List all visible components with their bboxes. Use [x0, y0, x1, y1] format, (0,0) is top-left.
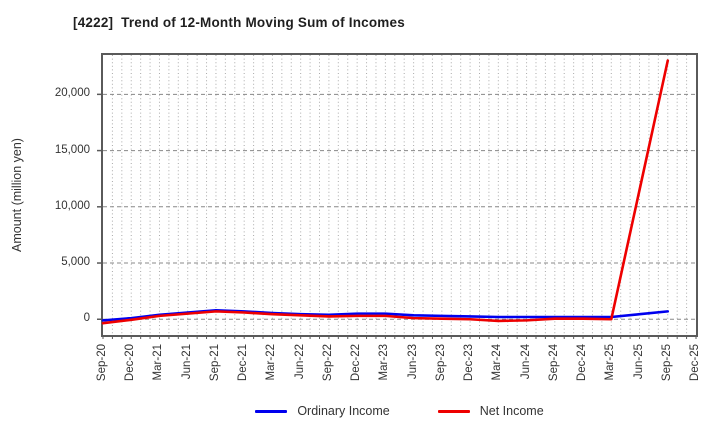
x-tick-label: Mar-21 — [152, 344, 165, 381]
legend-item-ordinary-income: Ordinary Income — [255, 404, 390, 418]
legend-swatch — [437, 409, 470, 413]
x-tick-label: Dec-23 — [463, 344, 476, 382]
x-tick-label: Jun-23 — [406, 344, 419, 380]
x-tick-label: Mar-22 — [265, 344, 278, 381]
net-income-line — [101, 59, 670, 325]
chart-canvas — [97, 55, 697, 339]
chart-title: [4222] Trend of 12-Month Moving Sum of I… — [73, 15, 405, 30]
x-tick-label: Jun-22 — [293, 344, 306, 380]
x-tick-label: Sep-20 — [96, 344, 108, 382]
x-tick-label: Sep-22 — [321, 344, 334, 382]
y-tick-label: 10,000 — [54, 199, 90, 212]
x-tick-label: Sep-21 — [208, 344, 221, 382]
legend: Ordinary Income Net Income — [101, 404, 698, 418]
y-tick-label: 5,000 — [61, 256, 90, 269]
x-tick-label: Dec-20 — [124, 344, 137, 382]
x-tick-label: Mar-23 — [378, 344, 391, 381]
x-tick-label: Sep-24 — [547, 344, 560, 382]
legend-item-net-income: Net Income — [437, 404, 544, 418]
x-tick-label: Dec-25 — [689, 344, 701, 382]
x-tick-label: Dec-24 — [576, 344, 589, 382]
x-tick-label: Dec-21 — [237, 344, 250, 382]
legend-label: Net Income — [479, 404, 544, 418]
x-tick-label: Jun-25 — [632, 344, 645, 380]
x-tick-label: Mar-25 — [604, 344, 617, 381]
x-tick-label: Dec-22 — [350, 344, 363, 382]
x-tick-label: Jun-24 — [519, 344, 532, 380]
x-tick-label: Mar-24 — [491, 344, 504, 381]
y-tick-label: 15,000 — [54, 143, 90, 156]
x-tick-label: Sep-23 — [434, 344, 447, 382]
y-axis-label: Amount (million yen) — [10, 138, 24, 252]
x-tick-label: Sep-25 — [660, 344, 673, 382]
legend-label: Ordinary Income — [297, 404, 390, 418]
y-tick-label: 20,000 — [54, 87, 90, 100]
legend-swatch — [255, 409, 288, 413]
x-tick-label: Jun-21 — [180, 344, 193, 380]
y-tick-label: 0 — [83, 312, 90, 325]
plot-area — [97, 53, 698, 339]
